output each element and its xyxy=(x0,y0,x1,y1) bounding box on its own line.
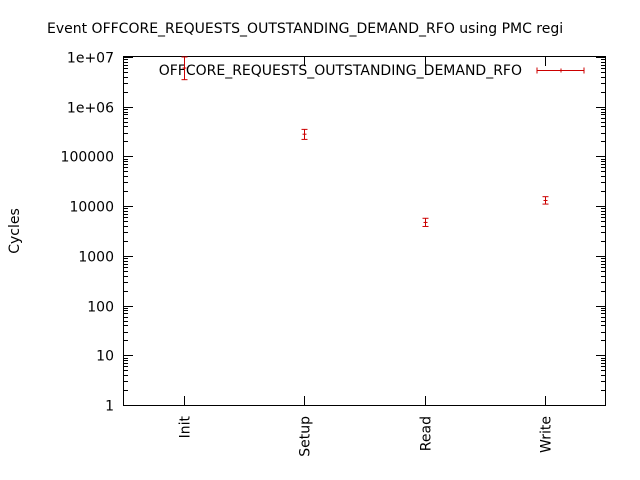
y-tick-label: 10 xyxy=(96,349,114,365)
chart-title: Event OFFCORE_REQUESTS_OUTSTANDING_DEMAN… xyxy=(47,21,563,37)
y-tick-label: 10000 xyxy=(69,200,114,216)
y-tick-label: 100 xyxy=(87,300,114,316)
data-point-init xyxy=(181,56,188,81)
x-tick-label: Init xyxy=(178,415,194,438)
data-points xyxy=(181,56,549,227)
x-tick-label: Read xyxy=(419,416,435,451)
legend-label: OFFCORE_REQUESTS_OUTSTANDING_DEMAND_RFO xyxy=(159,63,522,79)
x-tick-label: Setup xyxy=(298,416,314,457)
legend-marker xyxy=(536,67,585,74)
y-tick-label: 100000 xyxy=(61,150,114,166)
x-axis: Init Setup Read Write xyxy=(178,57,555,457)
y-tick-label: 1e+07 xyxy=(67,51,114,67)
x-tick-label: Write xyxy=(539,416,555,453)
y-tick-label: 1000 xyxy=(78,250,114,266)
y-axis-label: Cycles xyxy=(7,208,23,254)
data-point-write xyxy=(542,196,549,205)
data-point-setup xyxy=(301,128,308,140)
y-axis: 1 10 100 1000 10000 100000 1e+06 1e+07 xyxy=(61,51,605,415)
y-tick-label: 1 xyxy=(105,399,114,415)
data-point-read xyxy=(422,217,429,227)
legend: OFFCORE_REQUESTS_OUTSTANDING_DEMAND_RFO xyxy=(159,63,585,79)
plot-frame xyxy=(123,56,606,406)
y-tick-label: 1e+06 xyxy=(67,101,114,117)
